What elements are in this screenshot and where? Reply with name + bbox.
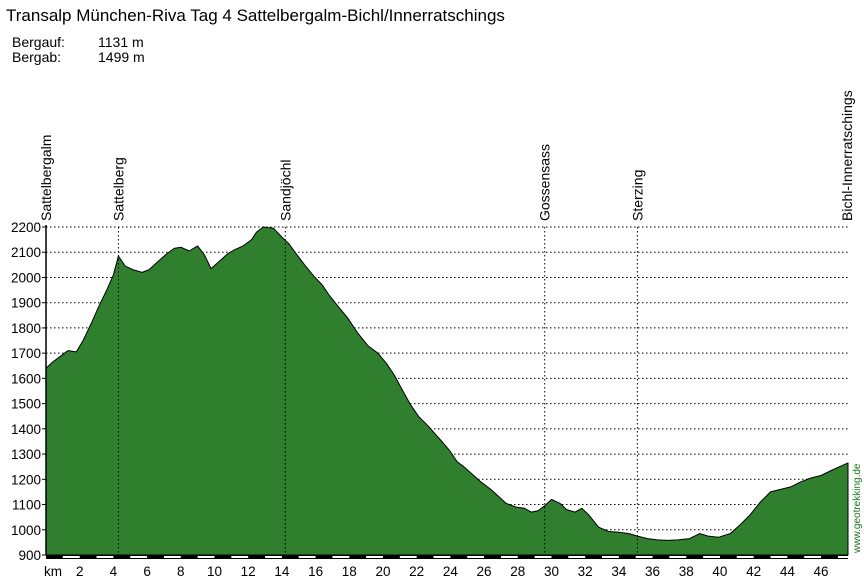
x-tick-label: 22 [409, 564, 424, 579]
y-tick-label: 2200 [11, 220, 41, 235]
y-tick-label: 2000 [11, 270, 41, 285]
x-tick-label: 20 [375, 564, 390, 579]
x-tick-label: 2 [76, 564, 84, 579]
axes: 900 1000 1100 1200 1300 1400 1500 1600 1700 1800 1… [11, 220, 848, 579]
km-scale-segment [197, 556, 215, 558]
y-tick-label: 900 [18, 548, 41, 563]
x-tick-label: 10 [207, 564, 222, 579]
x-tick-label: 4 [110, 564, 118, 579]
waypoint-label: Gossensass [537, 144, 553, 221]
km-scale-segment [534, 556, 552, 558]
y-tick-label: 1500 [11, 397, 41, 412]
x-axis-unit-label: km [44, 564, 62, 579]
km-scale-segment [163, 556, 181, 558]
x-tick-label: 40 [712, 564, 727, 579]
elevation-profile-area [45, 226, 849, 556]
km-scale-segment [602, 556, 619, 558]
waypoint-label: Sterzing [629, 170, 645, 221]
x-tick-label: 26 [477, 564, 492, 579]
y-tick-label: 1900 [11, 296, 41, 311]
x-tick-label: 8 [177, 564, 185, 579]
y-tick-label: 1100 [12, 498, 41, 513]
km-scale-segment [736, 556, 754, 558]
y-tick-label: 2100 [11, 245, 41, 260]
waypoints: Sattelbergalm Sattelberg Sandjöchl Gossensa… [38, 90, 855, 555]
ascent-label: Bergauf: [12, 34, 65, 50]
km-scale-segment [62, 556, 80, 558]
km-scale-segment [265, 556, 282, 558]
y-tick-label: 1400 [11, 422, 41, 437]
x-tick-label: 14 [274, 564, 290, 579]
y-tick-label: 1000 [11, 523, 41, 538]
x-tick-label: 24 [443, 564, 459, 579]
km-scale-segment [770, 556, 788, 558]
chart-title: Transalp München-Riva Tag 4 Sattelbergal… [6, 6, 505, 25]
km-scale-segment [130, 556, 148, 558]
km-scale-segment [298, 556, 316, 558]
credit-text: www.geotrekking.de [852, 463, 863, 554]
y-tick-label: 1200 [11, 472, 41, 487]
km-scale-segment [568, 556, 586, 558]
km-scale-segment [500, 556, 518, 558]
y-tick-label: 1300 [11, 447, 41, 462]
x-tick-label: 38 [679, 564, 694, 579]
descent-label: Bergab: [12, 49, 62, 65]
x-tick-label: 34 [611, 564, 627, 579]
km-scale-segment [837, 556, 848, 558]
x-tick-label: 12 [241, 564, 256, 579]
descent-value: 1499 m [98, 49, 145, 65]
y-tick-label: 1800 [11, 321, 41, 336]
x-tick-label: 44 [780, 564, 796, 579]
km-scale-segment [669, 556, 687, 558]
x-tick-label: 42 [746, 564, 761, 579]
x-tick-label: 18 [342, 564, 357, 579]
x-tick-label: 6 [143, 564, 151, 579]
km-scale-segment [804, 556, 822, 558]
km-scale-segment [96, 556, 114, 558]
km-scale-segment [635, 556, 653, 558]
ascent-value: 1131 m [98, 34, 144, 50]
y-tick-label: 1600 [11, 371, 41, 386]
waypoint-label: Sandjöchl [277, 160, 293, 222]
x-tick-label: 32 [578, 564, 593, 579]
waypoint-label: Sattelberg [110, 157, 126, 221]
km-scale-segment [703, 556, 720, 558]
waypoint-label: Sattelbergalm [38, 135, 54, 221]
x-tick-label: 36 [645, 564, 660, 579]
km-scale-segment [467, 556, 485, 558]
km-scale-segment [231, 556, 249, 558]
km-scale-segment [399, 556, 417, 558]
km-scale-segment [433, 556, 451, 558]
waypoint-label: Bichl-Innerratschings [839, 90, 855, 221]
x-tick-label: 30 [544, 564, 559, 579]
y-tick-label: 1700 [11, 346, 41, 361]
x-tick-label: 46 [814, 564, 829, 579]
km-scale-segment [332, 556, 350, 558]
x-tick-label: 28 [510, 564, 525, 579]
km-scale-segment [366, 556, 383, 558]
x-tick-label: 16 [308, 564, 323, 579]
